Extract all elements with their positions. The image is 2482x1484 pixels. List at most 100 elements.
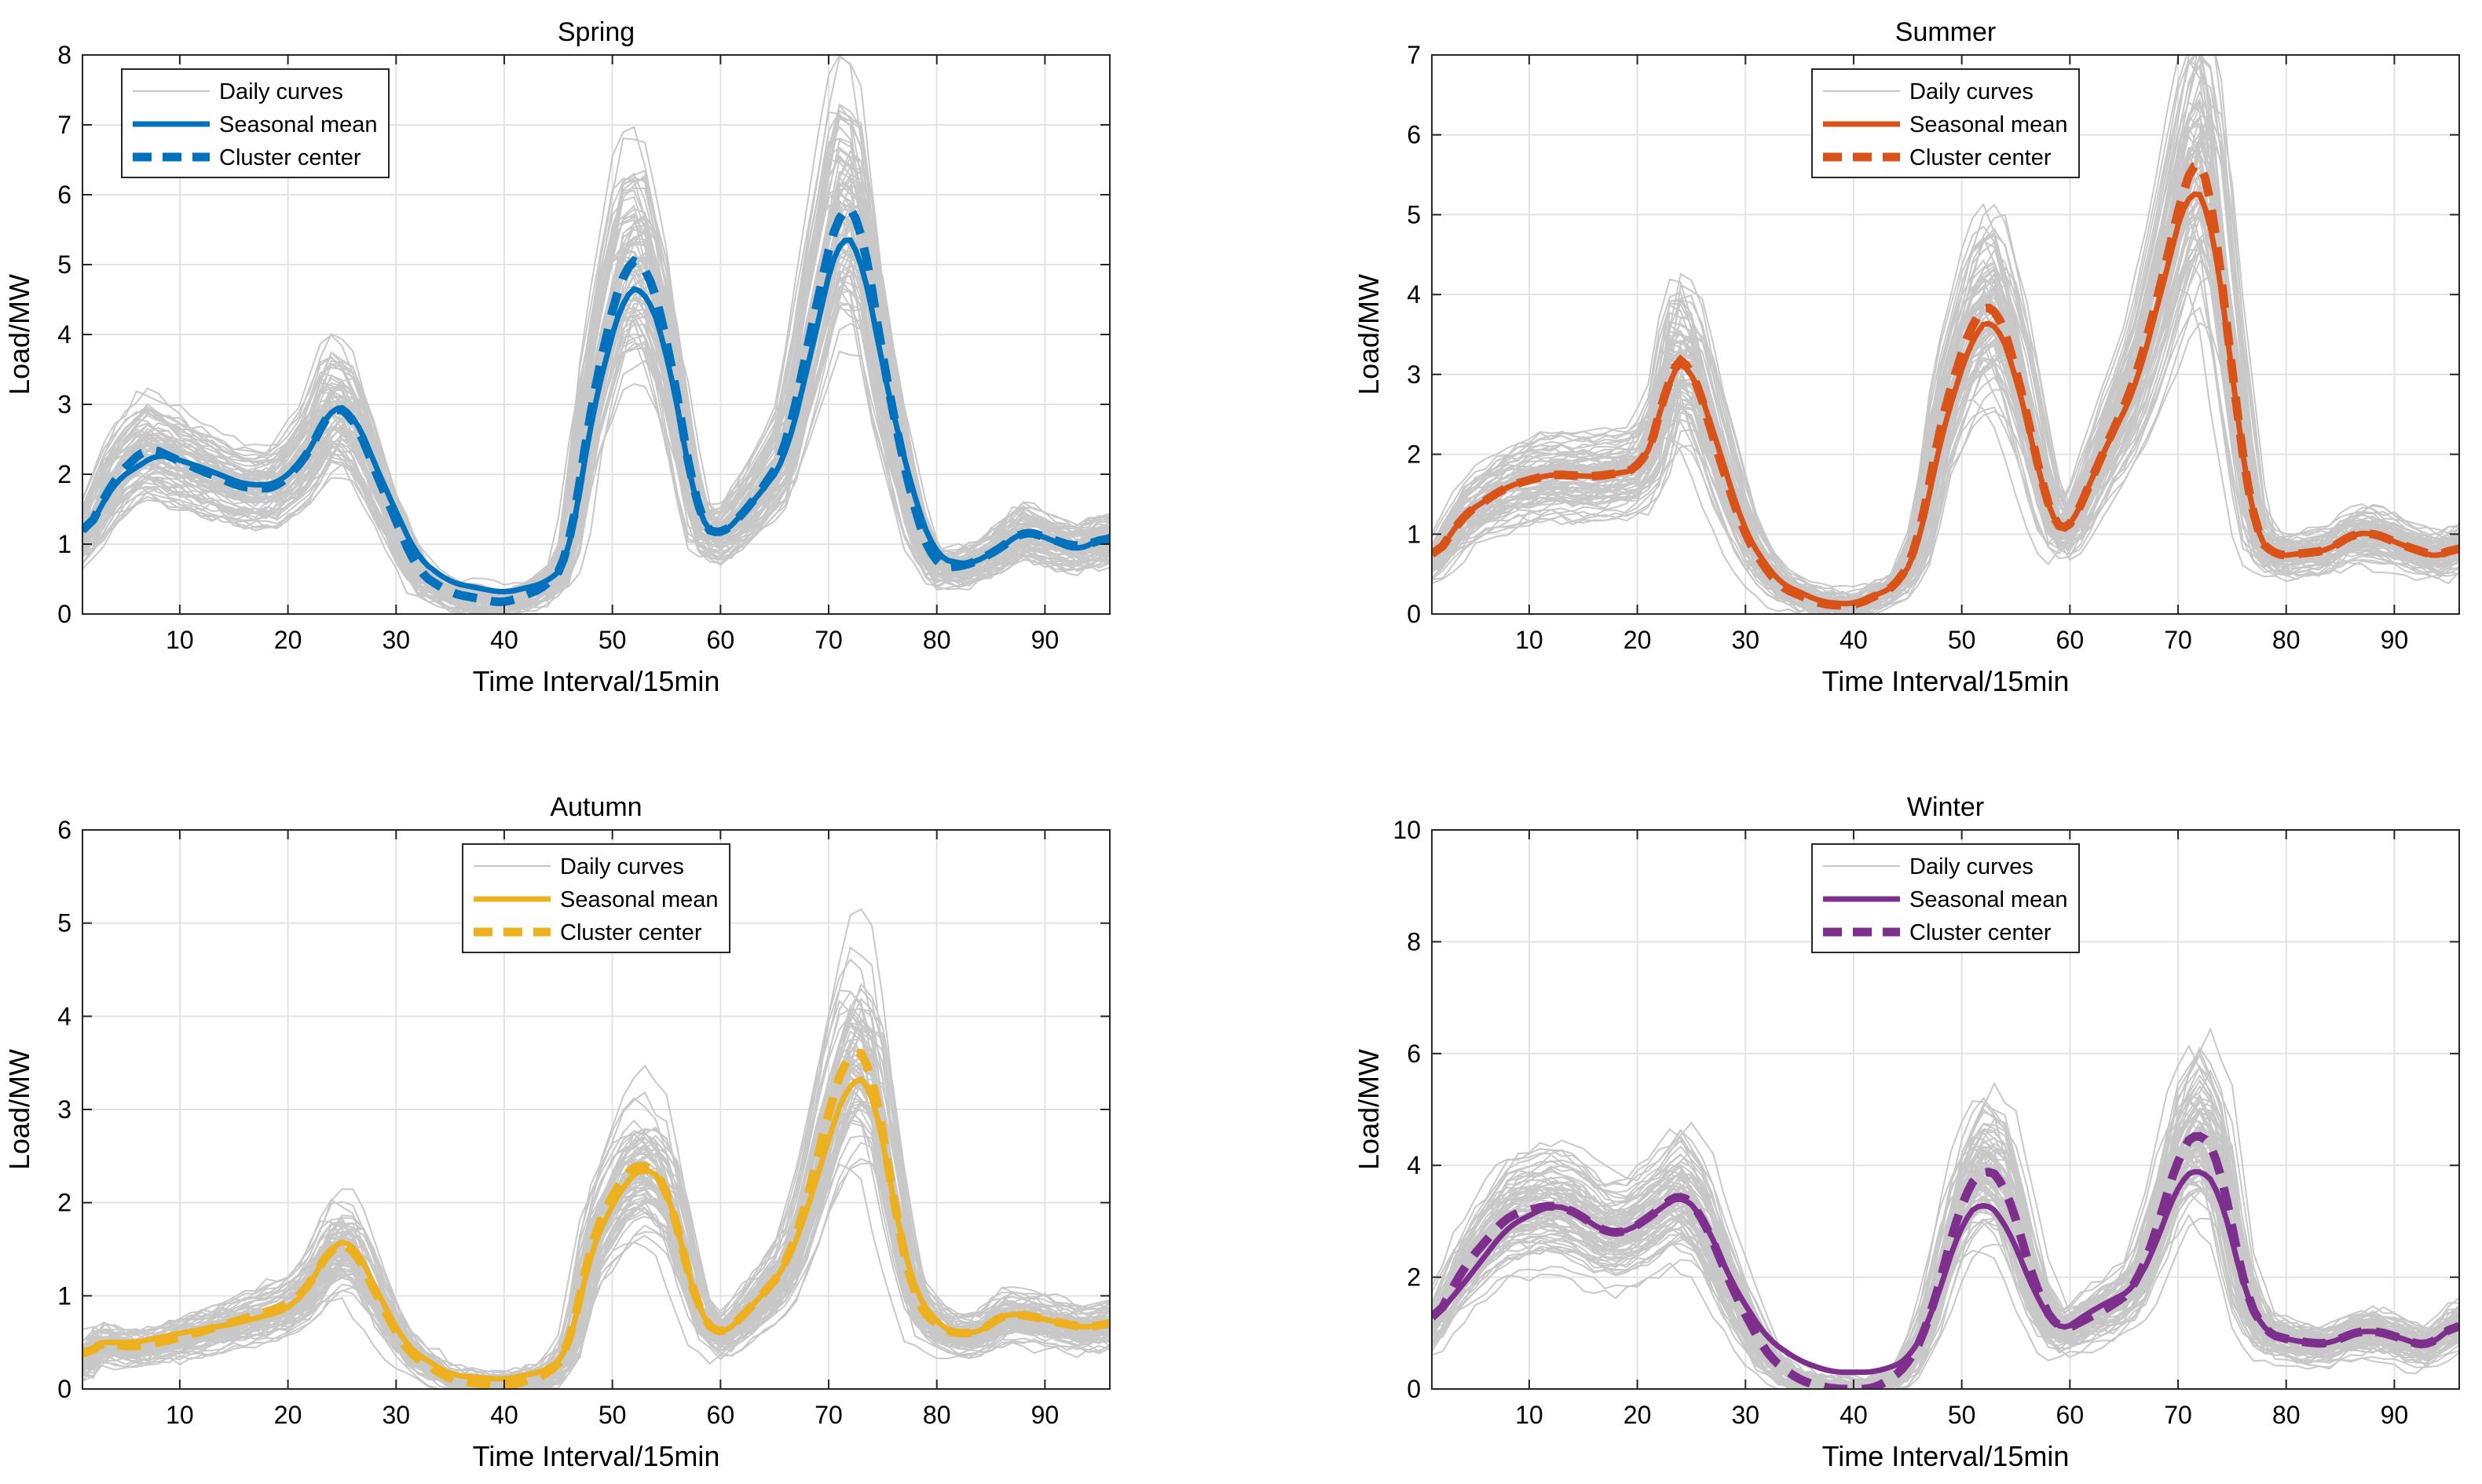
x-tick-label: 30: [1731, 1401, 1759, 1429]
x-tick-label: 70: [2164, 1401, 2192, 1429]
y-tick-label: 3: [1407, 360, 1421, 389]
x-axis-label: Time Interval/15min: [1822, 1440, 2070, 1472]
x-tick-label: 20: [1624, 626, 1652, 654]
y-tick-label: 6: [1407, 121, 1421, 149]
legend-daily-curves-label: Daily curves: [1909, 854, 2034, 879]
y-tick-label: 4: [1407, 280, 1421, 309]
legend-cluster-center-label: Cluster center: [1909, 145, 2052, 170]
x-tick-label: 70: [2164, 626, 2192, 654]
y-tick-label: 7: [1407, 41, 1421, 69]
x-tick-label: 90: [1031, 626, 1060, 654]
y-tick-label: 6: [57, 816, 71, 844]
series-lines: [82, 203, 1110, 607]
x-tick-label: 10: [1515, 626, 1543, 654]
chart-panel-spring: 10 20 30 40 50 60 70 80 90 0 1 2 3 4 5 6 7 8 Spring Time In…: [3, 17, 1111, 697]
x-tick-label: 50: [1948, 626, 1976, 654]
y-tick-label: 0: [1407, 600, 1421, 628]
y-tick-label: 1: [57, 1281, 71, 1310]
legend: Daily curves Seasonal mean Cluster center: [1811, 843, 2080, 953]
y-axis-label: Load/MW: [3, 274, 35, 395]
daily-curve: [82, 946, 1110, 1387]
legend-seasonal-mean-label: Seasonal mean: [1909, 112, 2068, 137]
y-tick-label: 8: [57, 41, 71, 69]
daily-curve: [82, 1104, 1110, 1389]
x-tick-label: 40: [490, 626, 518, 654]
x-tick-label: 10: [166, 626, 194, 654]
x-tick-label: 30: [1731, 626, 1759, 654]
y-tick-label: 5: [1407, 200, 1421, 228]
legend-seasonal-mean-label: Seasonal mean: [1909, 887, 2068, 912]
x-tick-label: 10: [166, 1401, 194, 1429]
y-tick-label: 10: [1393, 816, 1421, 844]
legend: Daily curves Seasonal mean Cluster center: [121, 68, 390, 178]
daily-curve: [1432, 1217, 2459, 1389]
daily-curve: [82, 350, 1110, 605]
cluster-center-line: [82, 1048, 1110, 1389]
x-axis-label: Time Interval/15min: [473, 1440, 720, 1472]
y-tick-label: 2: [57, 1189, 71, 1217]
daily-curve: [1432, 1136, 2459, 1389]
x-tick-label: 80: [2272, 626, 2301, 654]
y-tick-label: 5: [57, 909, 71, 938]
y-tick-label: 1: [57, 530, 71, 558]
y-tick-label: 4: [57, 320, 71, 349]
daily-curve: [1432, 1049, 2459, 1389]
y-tick-label: 0: [1407, 1375, 1421, 1403]
x-tick-label: 70: [815, 1401, 843, 1429]
cluster-center-line: [82, 203, 1110, 607]
y-tick-label: 0: [57, 1375, 71, 1403]
daily-curve: [1432, 259, 2459, 614]
series-lines: [1432, 159, 2459, 610]
legend: Daily curves Seasonal mean Cluster center: [462, 843, 730, 953]
seasonal-mean-line: [1432, 1168, 2459, 1376]
x-tick-label: 40: [1840, 626, 1868, 654]
y-tick-label: 2: [57, 460, 71, 488]
x-tick-label: 70: [815, 626, 843, 654]
y-tick-label: 6: [1407, 1040, 1421, 1068]
series-lines: [82, 1048, 1110, 1389]
y-tick-label: 0: [57, 600, 71, 628]
y-tick-label: 3: [57, 390, 71, 419]
chart-title: Winter: [1907, 792, 1984, 822]
x-tick-label: 80: [923, 626, 951, 654]
y-tick-label: 5: [57, 250, 71, 279]
daily-curve: [1432, 191, 2459, 612]
seasonal-mean-line: [82, 237, 1110, 595]
daily-curve: [1432, 121, 2459, 608]
daily-curve: [82, 215, 1110, 607]
y-axis-label: Load/MW: [1353, 1049, 1385, 1170]
x-tick-label: 50: [599, 1401, 627, 1429]
legend-seasonal-mean-label: Seasonal mean: [560, 887, 719, 912]
axes-box: [1431, 54, 2460, 615]
legend-cluster-center-label: Cluster center: [560, 920, 702, 945]
y-axis-label: Load/MW: [1353, 274, 1385, 395]
y-tick-label: 2: [1407, 440, 1421, 469]
chart-title: Spring: [558, 17, 635, 47]
legend-cluster-center-label: Cluster center: [1909, 920, 2052, 945]
x-tick-label: 20: [1624, 1401, 1652, 1429]
x-tick-label: 60: [2056, 626, 2085, 654]
x-axis-label: Time Interval/15min: [473, 665, 720, 697]
legend-daily-curves-label: Daily curves: [219, 79, 343, 104]
chart-title: Summer: [1895, 17, 1996, 47]
axes-box: [1431, 829, 2460, 1390]
legend-daily-curves-label: Daily curves: [1909, 79, 2034, 104]
seasonal-mean-line: [1432, 191, 2459, 607]
seasonal-mean-line: [82, 1076, 1110, 1382]
y-tick-label: 4: [1407, 1151, 1421, 1179]
daily-curve: [82, 1022, 1110, 1373]
legend-cluster-center-label: Cluster center: [219, 145, 361, 170]
x-axis-label: Time Interval/15min: [1822, 665, 2070, 697]
daily-curve: [1432, 1044, 2459, 1389]
series-lines: [1432, 1131, 2459, 1389]
daily-curve: [1432, 1171, 2459, 1389]
y-tick-label: 2: [1407, 1263, 1421, 1292]
legend-daily-curves-label: Daily curves: [560, 854, 684, 879]
x-tick-label: 80: [2272, 1401, 2301, 1429]
daily-curve: [1432, 55, 2459, 606]
chart-panel-autumn: 10 20 30 40 50 60 70 80 90 0 1 2 3 4 5 6 Autumn Time Inte…: [3, 792, 1111, 1472]
x-tick-label: 90: [2381, 1401, 2409, 1429]
daily-curve: [82, 303, 1110, 614]
daily-curve: [82, 1121, 1110, 1387]
